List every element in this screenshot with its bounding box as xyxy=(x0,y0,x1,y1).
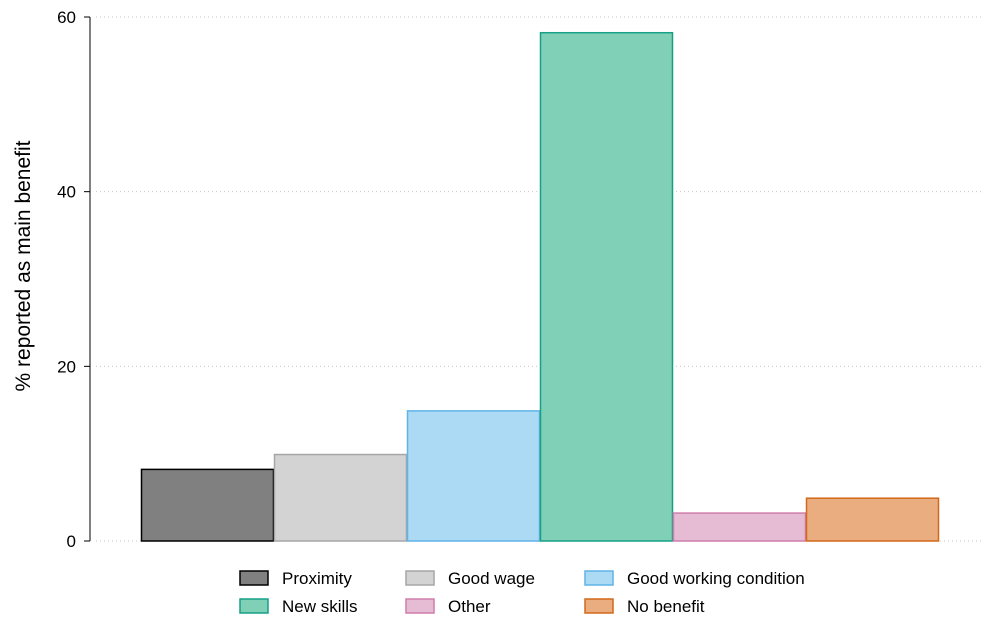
legend-swatch xyxy=(584,570,614,586)
legend-label: New skills xyxy=(282,597,358,616)
y-tick-label: 20 xyxy=(57,357,76,376)
y-tick-label: 40 xyxy=(57,183,76,202)
legend-item: No benefit xyxy=(584,597,705,616)
legend-swatch xyxy=(239,570,269,586)
legend-label: Proximity xyxy=(282,569,352,588)
bar-good-wage xyxy=(273,453,408,542)
legend-item: New skills xyxy=(239,597,358,616)
bar-no-benefit xyxy=(805,497,940,542)
legend-item: Proximity xyxy=(239,569,352,588)
bars xyxy=(140,31,940,542)
legend-item: Good working condition xyxy=(584,569,805,588)
legend-label: No benefit xyxy=(627,597,705,616)
legend-label: Good wage xyxy=(448,569,535,588)
legend-item: Good wage xyxy=(405,569,535,588)
legend-swatch xyxy=(405,570,435,586)
bar-other xyxy=(672,512,807,542)
legend-label: Good working condition xyxy=(627,569,805,588)
legend: Proximity Good wage Good working condition… xyxy=(239,569,805,616)
legend-item: Other xyxy=(405,597,491,616)
bar-good-working-condition xyxy=(406,410,541,542)
y-tick-label: 0 xyxy=(67,532,76,551)
y-tick-label: 60 xyxy=(57,8,76,27)
bar-proximity xyxy=(140,468,275,542)
legend-swatch xyxy=(584,598,614,614)
legend-swatch xyxy=(239,598,269,614)
bar-new-skills xyxy=(539,31,674,542)
legend-label: Other xyxy=(448,597,491,616)
y-axis: 0 20 40 60 xyxy=(57,8,91,551)
y-axis-title: % reported as main benefit xyxy=(12,140,35,391)
legend-swatch xyxy=(405,598,435,614)
